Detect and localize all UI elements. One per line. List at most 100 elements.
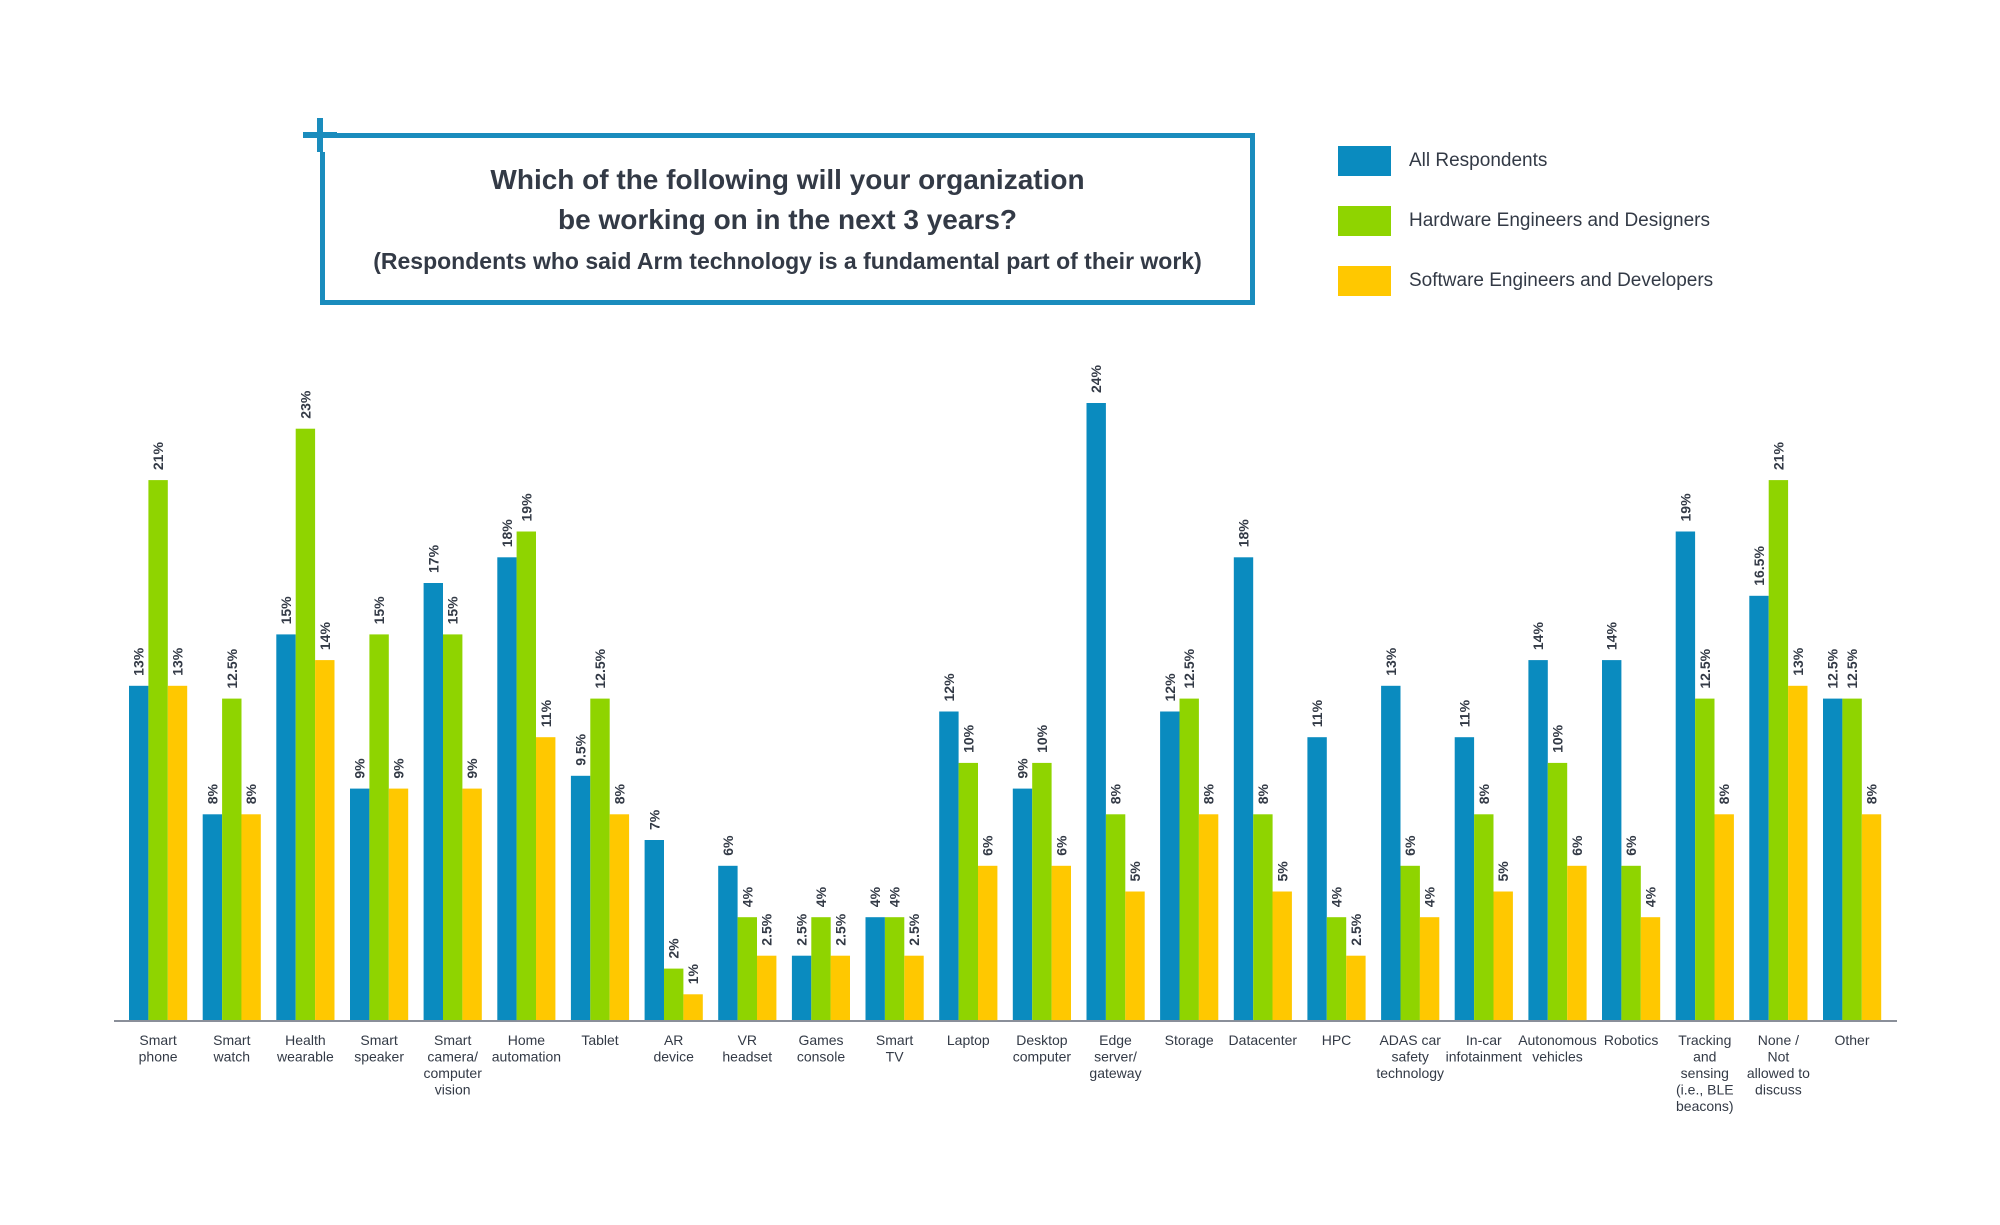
x-tick-label: Tracking and sensing (i.e., BLE beacons)	[1676, 1032, 1734, 1114]
bar-software-engineers-and-developers-tablet	[609, 814, 630, 1020]
data-label: 18%	[1236, 519, 1252, 548]
data-label: 6%	[980, 835, 996, 856]
legend-swatch-software	[1338, 266, 1391, 296]
bar-hardware-engineers-and-designers-storage	[1179, 698, 1199, 1020]
bar-software-engineers-and-developers-games-console	[830, 955, 850, 1020]
bar-all-respondents-home-automation	[497, 557, 517, 1021]
bar-software-engineers-and-developers-smart-watch	[241, 814, 261, 1020]
x-tick-label: Games console	[797, 1032, 845, 1065]
bar-all-respondents-smart-phone	[129, 685, 149, 1020]
data-label: 9%	[352, 758, 368, 779]
data-label: 5%	[1127, 861, 1143, 882]
bar-hardware-engineers-and-designers-games-console	[811, 917, 831, 1020]
data-label: 13%	[131, 647, 147, 676]
bar-hardware-engineers-and-designers-home-automation	[516, 531, 536, 1020]
data-label: 5%	[1495, 861, 1511, 882]
bar-all-respondents-robotics	[1602, 660, 1622, 1020]
data-label: 2.5%	[794, 913, 810, 945]
data-label: 1%	[685, 964, 701, 985]
x-tick-label: Other	[1834, 1032, 1869, 1048]
bar-software-engineers-and-developers-smart-speaker	[388, 788, 409, 1020]
data-label: 6%	[1402, 835, 1418, 856]
data-label: 2.5%	[759, 913, 775, 945]
data-label: 6%	[1623, 835, 1639, 856]
bar-software-engineers-and-developers-autonomous-vehicles	[1567, 865, 1587, 1021]
x-tick-label: None / Not allowed to discuss	[1747, 1032, 1810, 1098]
bar-all-respondents-other	[1823, 698, 1843, 1020]
data-label: 4%	[1422, 886, 1438, 907]
bar-hardware-engineers-and-designers-autonomous-vehicles	[1547, 762, 1568, 1020]
legend-item-software: Software Engineers and Developers	[1338, 266, 1713, 296]
bar-software-engineers-and-developers-smart-camera-computer-vision	[462, 788, 482, 1020]
x-tick-label: Smart camera/computer vision	[424, 1032, 483, 1098]
x-tick-label: Robotics	[1604, 1032, 1658, 1048]
bar-hardware-engineers-and-designers-datacenter	[1253, 814, 1273, 1020]
bar-hardware-engineers-and-designers-laptop	[958, 762, 978, 1020]
bar-all-respondents-hpc	[1307, 737, 1327, 1020]
bar-all-respondents-games-console	[791, 955, 812, 1020]
data-label: 9.5%	[573, 733, 589, 765]
data-label: 16.5%	[1751, 546, 1767, 586]
bar-software-engineers-and-developers-smart-tv	[904, 955, 924, 1020]
bar-software-engineers-and-developers-vr-headset	[757, 955, 777, 1020]
data-label: 11%	[1456, 699, 1472, 727]
data-label: 4%	[1329, 886, 1345, 907]
data-label: 8%	[243, 784, 259, 805]
bar-hardware-engineers-and-designers-smart-tv	[884, 917, 905, 1020]
x-tick-label: VR headset	[722, 1032, 772, 1065]
bar-hardware-engineers-and-designers-none-not-allowed-to-discuss	[1768, 480, 1789, 1021]
bar-all-respondents-none-not-allowed-to-discuss	[1749, 595, 1769, 1020]
x-tick-label: Tablet	[581, 1032, 618, 1048]
data-label: 17%	[425, 544, 441, 573]
x-tick-label: In-car infotainment	[1446, 1032, 1522, 1065]
data-label: 2.5%	[1348, 913, 1364, 945]
bar-all-respondents-tablet	[570, 775, 591, 1020]
data-label: 9%	[1015, 758, 1031, 779]
bar-all-respondents-edge-server-gateway	[1086, 403, 1106, 1020]
data-label: 8%	[611, 784, 627, 805]
data-label: 11%	[538, 699, 554, 727]
bar-hardware-engineers-and-designers-smart-speaker	[369, 634, 389, 1020]
bar-all-respondents-smart-tv	[865, 917, 885, 1020]
data-label: 8%	[1255, 784, 1271, 805]
legend: All Respondents Hardware Engineers and D…	[1338, 146, 1713, 326]
bar-software-engineers-and-developers-other	[1861, 814, 1882, 1020]
bar-hardware-engineers-and-designers-other	[1842, 698, 1862, 1020]
bar-software-engineers-and-developers-health-wearable	[315, 660, 335, 1020]
data-label: 19%	[1677, 493, 1693, 522]
data-label: 2.5%	[832, 913, 848, 945]
data-label: 15%	[445, 596, 461, 625]
data-label: 13%	[1790, 647, 1806, 676]
legend-swatch-hardware	[1338, 206, 1391, 236]
bar-hardware-engineers-and-designers-vr-headset	[737, 917, 757, 1020]
data-label: 8%	[1716, 784, 1732, 805]
bar-software-engineers-and-developers-datacenter	[1272, 891, 1292, 1020]
bar-software-engineers-and-developers-desktop-computer	[1051, 865, 1071, 1021]
bar-hardware-engineers-and-designers-smart-watch	[222, 698, 242, 1020]
legend-swatch-all-respondents	[1338, 146, 1391, 176]
data-label: 6%	[1053, 835, 1069, 856]
data-label: 14%	[1530, 622, 1546, 651]
data-label: 4%	[739, 886, 755, 907]
data-label: 2%	[666, 938, 682, 959]
bar-software-engineers-and-developers-tracking-and-sensing-i-e-ble-beacons	[1714, 814, 1734, 1020]
data-label: 21%	[150, 442, 166, 471]
data-label: 9%	[464, 758, 480, 779]
bar-all-respondents-in-car-infotainment	[1454, 737, 1475, 1020]
bar-all-respondents-smart-camera-computer-vision	[423, 583, 443, 1020]
bar-all-respondents-vr-headset	[718, 865, 738, 1021]
bar-software-engineers-and-developers-none-not-allowed-to-discuss	[1788, 685, 1808, 1020]
x-tick-label: HPC	[1322, 1032, 1352, 1048]
bar-software-engineers-and-developers-ar-device	[683, 994, 703, 1020]
x-tick-label: Smart speaker	[354, 1032, 404, 1065]
x-tick-label: AR device	[653, 1032, 694, 1065]
legend-label: Hardware Engineers and Designers	[1409, 210, 1710, 231]
data-label: 24%	[1088, 364, 1104, 393]
legend-item-all-respondents: All Respondents	[1338, 146, 1713, 176]
x-tick-label: Desktop computer	[1013, 1032, 1072, 1065]
x-tick-label: Smart TV	[876, 1032, 913, 1065]
x-tick-label: Smart phone	[139, 1032, 178, 1065]
x-tick-label: Home automation	[492, 1032, 561, 1065]
bar-hardware-engineers-and-designers-edge-server-gateway	[1105, 814, 1126, 1020]
data-label: 6%	[1569, 835, 1585, 856]
